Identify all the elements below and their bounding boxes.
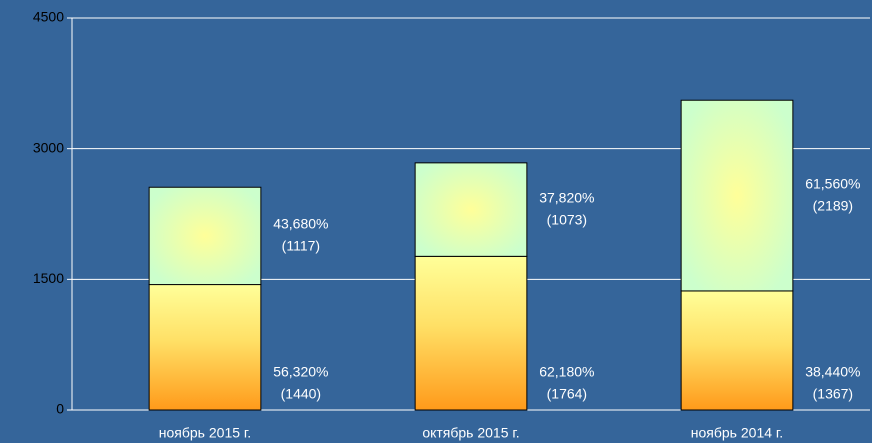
bar-segment <box>414 255 528 411</box>
percent-label: 62,180% <box>539 364 594 380</box>
percent-label: 56,320% <box>273 364 328 380</box>
bar-segment <box>414 162 528 257</box>
y-tick-label: 1500 <box>33 270 64 286</box>
value-label: (1117) <box>282 238 320 254</box>
x-tick-label: ноябрь 2014 г. <box>691 425 783 441</box>
percent-label: 61,560% <box>805 175 860 191</box>
value-label: (1764) <box>547 386 587 402</box>
x-tick-label: октябрь 2015 г. <box>422 425 519 441</box>
value-label: (1073) <box>547 211 587 227</box>
x-tick-label: ноябрь 2015 г. <box>159 425 251 441</box>
percent-label: 37,820% <box>539 189 594 205</box>
value-label: (2189) <box>813 197 853 213</box>
bar-segment <box>148 284 262 411</box>
bar-segment <box>680 99 794 292</box>
y-tick-label: 4500 <box>33 9 64 25</box>
bar-segment <box>148 186 262 286</box>
percent-label: 43,680% <box>273 216 328 232</box>
bar-segment <box>680 290 794 411</box>
value-label: (1367) <box>813 386 853 402</box>
y-tick-label: 3000 <box>33 139 64 155</box>
value-label: (1440) <box>281 386 321 402</box>
percent-label: 38,440% <box>805 364 860 380</box>
y-tick-label: 0 <box>56 401 64 417</box>
